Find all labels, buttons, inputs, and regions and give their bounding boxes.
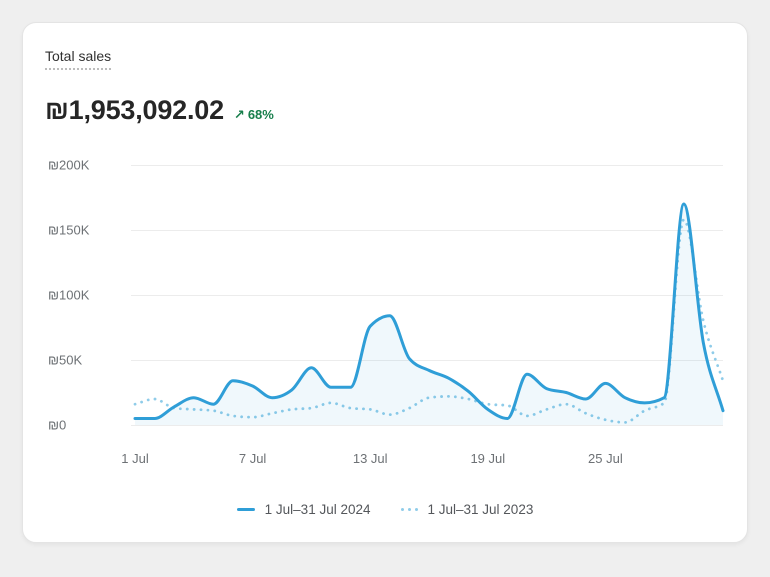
x-axis-tick-label: 13 Jul	[352, 451, 388, 466]
y-axis-tick-label: ₪150K	[48, 222, 90, 238]
y-axis-tick-label: ₪200K	[48, 157, 90, 173]
y-gridline	[131, 360, 723, 361]
x-axis-tick-label: 25 Jul	[588, 451, 623, 466]
chart-legend: 1 Jul–31 Jul 2024 1 Jul–31 Jul 2023	[23, 502, 747, 517]
y-axis-tick-label: ₪50K	[48, 352, 83, 368]
series-line-2023	[133, 218, 725, 424]
legend-item-2023[interactable]: 1 Jul–31 Jul 2023	[400, 502, 534, 517]
total-sales-card: Total sales ₪1,953,092.02 ↗ 68% ₪0 ₪50K ₪10…	[22, 22, 748, 543]
legend-item-2024[interactable]: 1 Jul–31 Jul 2024	[236, 502, 371, 517]
card-title: Total sales	[45, 48, 112, 70]
card-title-text[interactable]: Total sales	[45, 48, 112, 70]
legend-label-2024: 1 Jul–31 Jul 2024	[264, 502, 371, 517]
x-axis-tick-label: 1 Jul	[121, 451, 149, 466]
legend-label-2023: 1 Jul–31 Jul 2023	[427, 502, 534, 517]
trend-up-arrow-icon: ↗	[233, 107, 245, 122]
x-axis-tick-label: 19 Jul	[470, 451, 506, 466]
change-badge: ↗ 68%	[234, 107, 274, 123]
legend-solid-line-marker	[236, 508, 255, 511]
x-axis-tick-label: 7 Jul	[238, 451, 267, 466]
y-gridline	[131, 165, 723, 166]
chart-plot[interactable]	[131, 151, 725, 430]
legend-dotted-line-marker	[400, 508, 418, 511]
series-area-fill	[135, 204, 723, 425]
y-gridline	[131, 230, 723, 231]
change-percent: 68%	[247, 107, 274, 122]
y-gridline	[131, 295, 723, 296]
series-line-2024	[133, 202, 725, 420]
y-gridline	[131, 425, 723, 426]
y-axis-tick-label: ₪100K	[48, 287, 90, 303]
metric-row: ₪1,953,092.02 ↗ 68%	[45, 95, 274, 126]
total-sales-value: ₪1,953,092.02	[45, 95, 224, 125]
y-axis-tick-label: ₪0	[48, 417, 67, 433]
